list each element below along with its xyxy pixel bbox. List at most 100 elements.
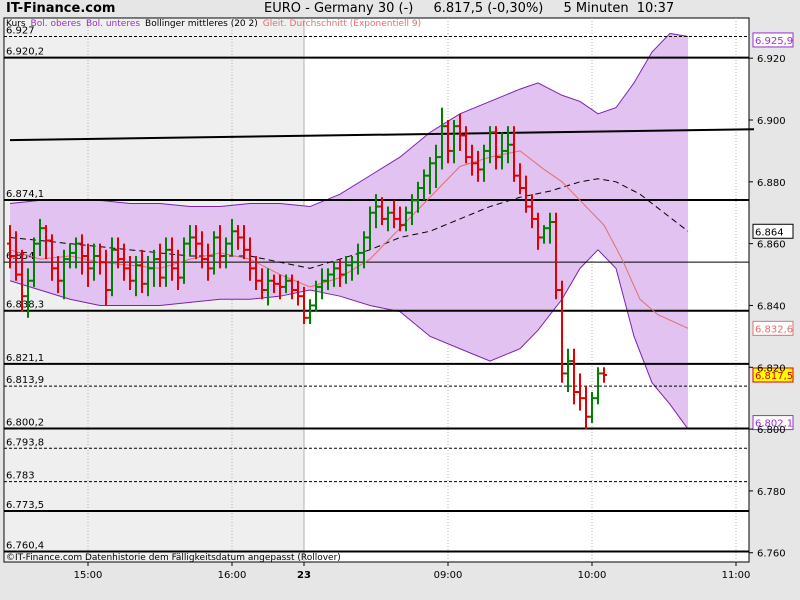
candle	[295, 280, 301, 306]
candle	[475, 150, 481, 182]
legend: Kurs Bol. oberes Bol. unteres Bollinger mit…	[6, 19, 421, 29]
candle	[199, 231, 205, 269]
candle	[343, 256, 349, 284]
candle	[127, 256, 133, 290]
candle	[37, 218, 43, 256]
level-label: 6.773,5	[6, 500, 44, 511]
candle	[505, 126, 511, 164]
legend-item: Bol. oberes	[31, 19, 82, 29]
candle	[511, 126, 517, 182]
candle	[289, 274, 295, 300]
candles	[7, 107, 607, 430]
y-tick-label: 6.880	[757, 178, 786, 189]
candle	[187, 225, 193, 256]
level-label: 6.783	[6, 471, 35, 482]
candle	[463, 126, 469, 164]
candle	[547, 212, 553, 244]
x-tick-label: 23	[297, 570, 311, 581]
candle	[595, 367, 601, 405]
candle	[145, 256, 151, 297]
candle	[559, 280, 565, 383]
candle	[331, 262, 337, 287]
candle	[553, 212, 559, 300]
candle	[415, 181, 421, 213]
candle	[31, 237, 37, 287]
candle	[325, 268, 331, 290]
candle	[499, 132, 505, 170]
clock: 10:37	[636, 1, 675, 16]
candle	[121, 243, 127, 281]
trendline	[9, 128, 755, 142]
y-tick-label: 6.920	[757, 54, 786, 65]
interval: 5 Minuten	[563, 1, 629, 16]
value-tag: 6.864	[752, 223, 794, 239]
candle	[319, 268, 325, 300]
value-tag-label: 6.832,6	[755, 324, 793, 335]
candle	[589, 392, 595, 423]
candle	[97, 243, 103, 275]
candle	[85, 243, 91, 287]
candle	[151, 249, 157, 287]
candle	[421, 169, 427, 201]
candle	[379, 197, 385, 226]
candle	[157, 243, 163, 287]
candle	[529, 194, 535, 229]
candle	[565, 348, 571, 392]
level-label: 6.793,8	[6, 437, 44, 448]
candle	[517, 163, 523, 195]
candle	[103, 249, 109, 306]
level-label: 6.838,3	[6, 300, 44, 311]
candle	[91, 243, 97, 281]
candle	[61, 249, 67, 300]
x-axis: 15:00 16:00 23 09:00 10:00 11:00	[74, 562, 751, 581]
candle	[367, 206, 373, 250]
candle	[43, 225, 49, 260]
header: IT-Finance.com EURO - Germany 30 (-) 6.8…	[0, 0, 800, 18]
candle	[337, 259, 343, 287]
candle	[169, 237, 175, 281]
candle	[313, 280, 319, 312]
candle	[217, 225, 223, 269]
candle	[469, 144, 475, 176]
bollinger-middle-line	[9, 178, 689, 269]
value-tags: 6.925,9 6.864 6.832,6 6.817,5 6.802,1	[752, 32, 794, 431]
value-tag-label: 6.925,9	[755, 36, 793, 47]
candle	[403, 206, 409, 232]
legend-item: Bol. unteres	[86, 19, 140, 29]
value-tag: 6.925,9	[752, 32, 794, 48]
candle	[133, 256, 139, 297]
y-tick-label: 6.780	[757, 487, 786, 498]
legend-item: Bollinger mittleres (20 2)	[145, 19, 258, 29]
candle	[247, 237, 253, 281]
candle	[229, 218, 235, 256]
value-tag-box	[752, 223, 794, 239]
candle	[601, 367, 607, 383]
x-tick-label: 10:00	[578, 570, 607, 581]
candle	[259, 268, 265, 300]
candle	[481, 144, 487, 182]
candle	[277, 274, 283, 300]
candle	[73, 237, 79, 269]
candle	[139, 249, 145, 294]
value-tag-label: 6.802,1	[755, 419, 793, 430]
candle	[361, 231, 367, 269]
candle	[283, 274, 289, 294]
candle	[391, 200, 397, 229]
value-tag: 6.817,5	[752, 367, 794, 383]
x-tick-label: 11:00	[722, 570, 751, 581]
candle	[7, 225, 13, 269]
y-tick-label: 6.800	[757, 425, 786, 436]
x-tick-label: 09:00	[434, 570, 463, 581]
candle	[373, 194, 379, 229]
candle	[163, 237, 169, 287]
bollinger-upper-line	[9, 32, 689, 208]
candle	[181, 237, 187, 284]
candle	[79, 234, 85, 275]
value-tag: 6.802,1	[752, 415, 794, 431]
chart-title: EURO - Germany 30 (-) 6.817,5 (-0,30%) 5…	[264, 1, 678, 16]
y-tick-label: 6.760	[757, 549, 786, 560]
candle	[439, 107, 445, 170]
candle	[109, 237, 115, 297]
value-tag-box	[752, 415, 794, 431]
candle	[523, 175, 529, 213]
